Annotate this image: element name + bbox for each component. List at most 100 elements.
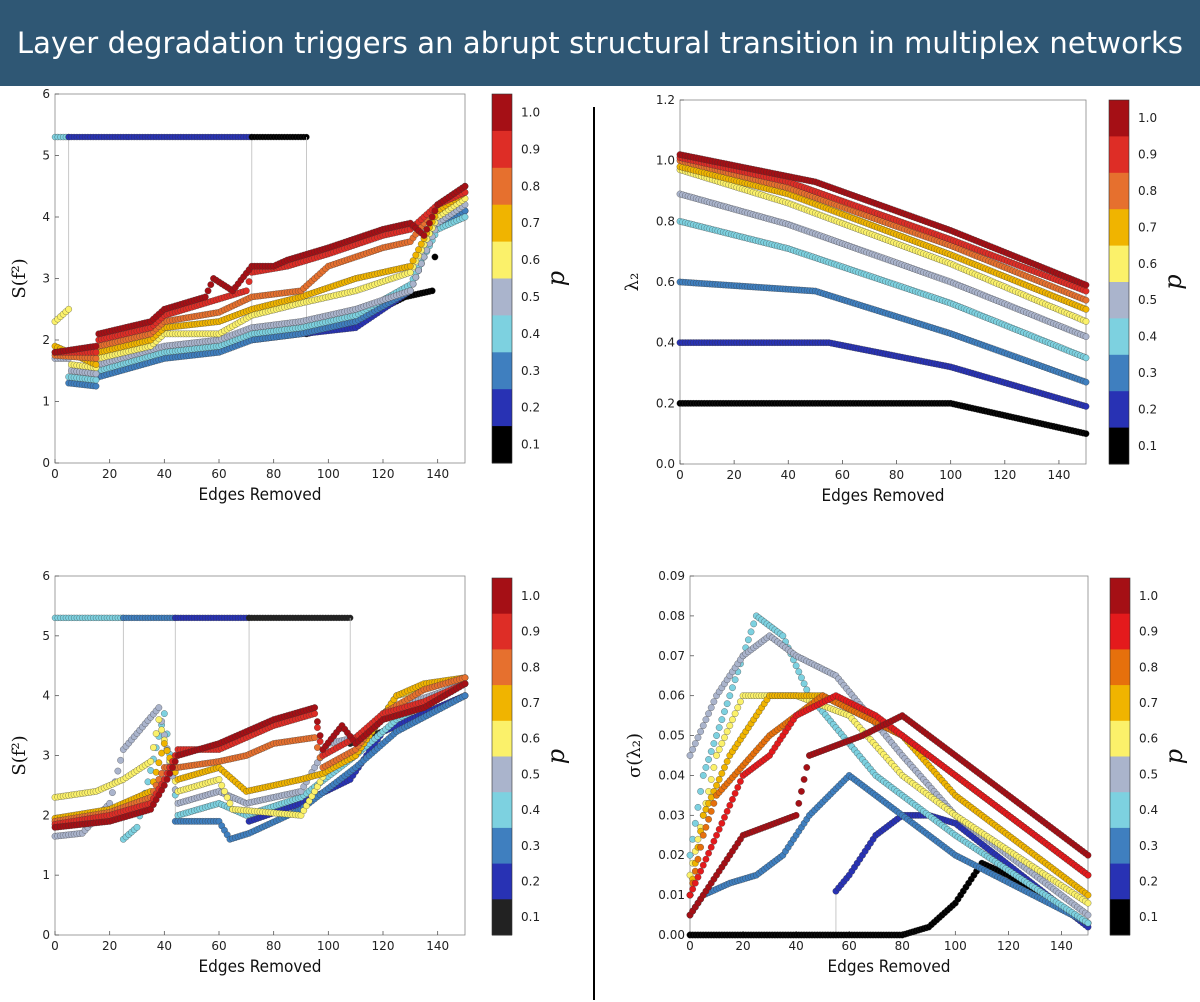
colorbar-tick-label: 0.2 — [1138, 402, 1157, 416]
y-tick-label: 0 — [42, 928, 50, 942]
x-tick-label: 60 — [842, 939, 857, 953]
data-point — [415, 246, 422, 253]
y-tick-label: 0.4 — [656, 336, 675, 350]
data-point — [314, 724, 321, 731]
y-tick-label: 6 — [42, 569, 50, 583]
colorbar-tick-label: 0.1 — [1138, 439, 1157, 453]
colorbar-swatch — [492, 94, 512, 132]
x-tick-label: 60 — [211, 467, 226, 481]
data-point — [461, 692, 469, 700]
chart-bottom-right: 0 20 40 60 80 100 120 1400.000.010.020.030.040.… — [624, 569, 1188, 977]
colorbar-tick-label: 0.8 — [1138, 184, 1157, 198]
data-point — [207, 281, 215, 288]
data-point — [160, 710, 168, 717]
colorbar-tick-label: 0.3 — [521, 364, 540, 378]
data-point — [1082, 354, 1090, 362]
data-point — [1082, 403, 1090, 410]
data-point — [215, 776, 223, 783]
data-point — [160, 740, 168, 747]
data-point — [155, 759, 163, 767]
data-point — [226, 800, 234, 807]
data-point — [412, 251, 420, 259]
x-tick-label: 60 — [211, 939, 226, 953]
data-point — [158, 726, 165, 734]
data-point — [409, 257, 417, 265]
colorbar-swatch — [492, 241, 512, 279]
colorbar-swatch — [1109, 245, 1129, 283]
colorbar-tick-label: 1.0 — [1138, 111, 1157, 125]
data-point — [423, 225, 431, 233]
series-p-0.6 — [51, 195, 469, 372]
y-tick-label: 0.05 — [658, 729, 685, 743]
x-tick-label: 0 — [51, 467, 59, 481]
plot-frame — [54, 575, 466, 936]
y-axis-label: λ₂ — [622, 273, 643, 292]
data-point — [92, 342, 100, 350]
y-tick-label: 3 — [42, 272, 50, 286]
colorbar-label: p — [542, 749, 570, 764]
data-point — [428, 213, 436, 221]
data-point — [406, 287, 414, 295]
colorbar-swatch — [492, 827, 512, 865]
y-axis-label: S(f²) — [9, 735, 30, 775]
colorbar-swatch — [492, 278, 512, 316]
series-p-0.5 — [51, 201, 469, 378]
colorbar-swatch — [492, 899, 512, 936]
x-tick-label: 120 — [993, 468, 1016, 482]
data-point — [461, 674, 469, 682]
colorbar-swatch — [492, 863, 512, 900]
y-tick-label: 6 — [42, 87, 50, 101]
x-tick-label: 80 — [889, 468, 904, 482]
x-axis-label: Edges Removed — [198, 485, 321, 505]
x-tick-label: 0 — [686, 939, 694, 953]
data-point — [109, 789, 116, 796]
y-axis-label: S(f²) — [9, 258, 30, 298]
colorbar-tick-label: 0.3 — [521, 839, 540, 853]
data-point — [92, 361, 100, 368]
colorbar-tick-label: 0.4 — [521, 803, 540, 817]
data-point — [311, 704, 319, 711]
x-tick-label: 40 — [157, 467, 172, 481]
colorbar-tick-label: 1.0 — [521, 589, 540, 603]
colorbar-tick-label: 0.4 — [521, 327, 540, 341]
series-p-0.1 — [676, 399, 1090, 438]
y-tick-label: 4 — [42, 689, 50, 703]
x-tick-label: 120 — [372, 467, 395, 481]
colorbar-tick-label: 0.6 — [1138, 257, 1157, 271]
colorbar-swatch — [1109, 354, 1129, 392]
data-point — [201, 293, 209, 301]
y-tick-label: 3 — [42, 749, 50, 763]
data-point — [204, 287, 212, 295]
colorbar-tick-label: 0.3 — [1138, 366, 1157, 380]
colorbar-tick-label: 0.6 — [521, 253, 540, 267]
panel-divider — [593, 107, 595, 1000]
y-tick-label: 0.8 — [656, 214, 675, 228]
x-tick-label: 0 — [676, 468, 684, 482]
data-point — [147, 758, 155, 765]
data-point — [426, 219, 433, 227]
colorbar-tick-label: 0.5 — [521, 767, 540, 781]
series-p-0.3 — [676, 278, 1090, 386]
chart-top-right: 0 20 40 60 80 100 120 1400.00.20.40.60.81.01.2E… — [622, 93, 1187, 506]
colorbar-swatch — [492, 685, 512, 722]
colorbar-tick-label: 0.7 — [521, 216, 540, 230]
y-tick-label: 2 — [42, 333, 50, 347]
colorbar-tick-label: 0.1 — [521, 910, 540, 924]
data-point — [316, 738, 324, 745]
plot-frame — [54, 93, 466, 464]
x-tick-label: 80 — [266, 467, 281, 481]
data-point — [1082, 305, 1090, 313]
data-point — [428, 287, 436, 295]
colorbar-swatch — [1109, 136, 1129, 174]
colorbar-swatch — [1109, 209, 1129, 247]
colorbar-label: p — [542, 271, 570, 286]
series-p-0.7 — [676, 163, 1090, 313]
data-point — [92, 382, 100, 390]
data-point — [218, 782, 226, 789]
x-tick-label: 20 — [102, 939, 117, 953]
x-tick-label: 140 — [1050, 939, 1073, 953]
colorbar-tick-label: 0.5 — [1138, 293, 1157, 307]
data-point — [152, 768, 160, 776]
